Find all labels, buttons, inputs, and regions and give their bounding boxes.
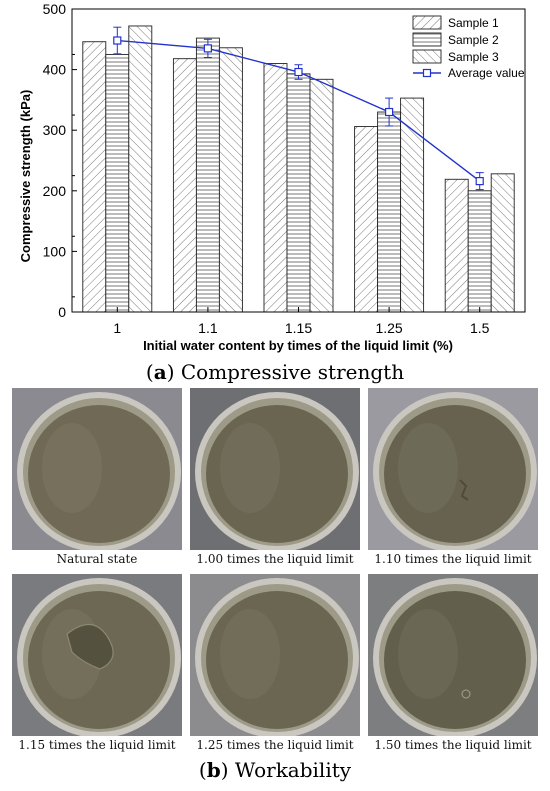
bar-2-4	[377, 111, 402, 313]
photo-label: 1.25 times the liquid limit	[196, 738, 354, 752]
bar-1-3	[263, 63, 288, 313]
photo-graphic	[12, 388, 182, 550]
photo-cell-natural: Natural state	[12, 388, 182, 566]
compressive-strength-chart: 0 100 200 300 400 500 1 1.1 1.15 1.25 1.5 Sample 1…	[18, 1, 526, 353]
legend-label-sample3: Sample 3	[448, 50, 499, 64]
soil-surface	[384, 405, 526, 543]
surface-glare	[220, 423, 280, 513]
average-marker	[385, 107, 394, 117]
photo-cell-100: 1.00 times the liquid limit	[190, 388, 360, 566]
bar-3-3	[309, 78, 334, 313]
soil-surface	[384, 591, 526, 729]
soil-surface	[206, 405, 348, 543]
bar-2-3	[286, 73, 311, 313]
surface-glare	[398, 423, 458, 513]
photo-1-50-liquid-limit	[368, 574, 538, 736]
photo-graphic	[368, 574, 538, 736]
bar-2-5	[467, 190, 492, 313]
y-tick-label: 300	[43, 122, 67, 138]
bar-2-1	[105, 54, 130, 313]
surface-glare	[42, 423, 102, 513]
surface-glare	[220, 609, 280, 699]
photo-graphic	[368, 388, 538, 550]
air-bubble	[461, 689, 471, 699]
legend-label-sample1: Sample 1	[448, 16, 499, 30]
photo-cell-150: 1.50 times the liquid limit	[368, 574, 538, 752]
legend-label-sample2: Sample 2	[448, 33, 499, 47]
photo-label: 1.00 times the liquid limit	[196, 552, 354, 566]
average-marker	[294, 67, 303, 77]
average-marker	[113, 36, 122, 45]
photo-1-25-liquid-limit	[190, 574, 360, 736]
surface-glare	[398, 609, 458, 699]
caption-a: (a) Compressive strength	[145, 360, 405, 384]
soil-surface	[28, 405, 170, 543]
x-axis-title: Initial water content by times of the li…	[143, 338, 453, 353]
bar-1-1	[82, 41, 107, 313]
caption-a-letter: a	[153, 360, 167, 384]
caption-a-text: Compressive strength	[174, 360, 405, 384]
y-tick-label: 500	[43, 1, 67, 17]
x-tick-label: 1	[113, 320, 121, 336]
bar-1-4	[354, 126, 379, 313]
average-marker	[203, 44, 212, 53]
photo-cell-110: 1.10 times the liquid limit	[368, 388, 538, 566]
photo-graphic	[12, 574, 182, 736]
legend-swatch-sample3	[412, 49, 442, 64]
legend-label-average: Average value	[448, 66, 525, 80]
soil-lump	[66, 623, 114, 670]
legend-swatch-sample1	[412, 15, 442, 30]
caption-b-text: Workability	[228, 758, 352, 782]
photo-cell-115: 1.15 times the liquid limit	[12, 574, 182, 752]
x-tick-label: 1.15	[285, 320, 312, 336]
photo-cell-125: 1.25 times the liquid limit	[190, 574, 360, 752]
photo-natural-state	[12, 388, 182, 550]
photo-1-15-liquid-limit	[12, 574, 182, 736]
photo-label: 1.50 times the liquid limit	[374, 738, 532, 752]
photo-label: 1.10 times the liquid limit	[374, 552, 532, 566]
photo-graphic	[190, 388, 360, 550]
y-tick-label: 200	[43, 183, 67, 199]
x-tick-label: 1.1	[198, 320, 218, 336]
y-tick-label: 400	[43, 62, 67, 78]
x-tick-label: 1.25	[375, 320, 402, 336]
photo-1-00-liquid-limit	[190, 388, 360, 550]
y-axis-title: Compressive strength (kPa)	[18, 90, 33, 263]
bar-1-2	[172, 58, 197, 313]
soil-mark	[459, 479, 469, 501]
bar-1-5	[444, 178, 469, 313]
caption-b: (b) Workability	[198, 758, 352, 782]
x-tick-label: 1.5	[470, 320, 490, 336]
y-tick-label: 0	[58, 304, 66, 320]
average-marker	[475, 177, 484, 186]
photo-1-10-liquid-limit	[368, 388, 538, 550]
photo-label: 1.15 times the liquid limit	[18, 738, 176, 752]
y-tick-label: 100	[43, 243, 67, 259]
legend-marker-average	[422, 68, 432, 78]
soil-surface	[206, 591, 348, 729]
photo-graphic	[190, 574, 360, 736]
bar-3-5	[490, 173, 515, 313]
caption-b-letter: b	[206, 758, 221, 782]
bar-2-2	[195, 37, 220, 313]
bar-3-2	[218, 47, 243, 313]
bar-3-1	[128, 25, 153, 313]
legend-swatch-sample2	[412, 32, 442, 47]
photo-label: Natural state	[56, 552, 138, 566]
